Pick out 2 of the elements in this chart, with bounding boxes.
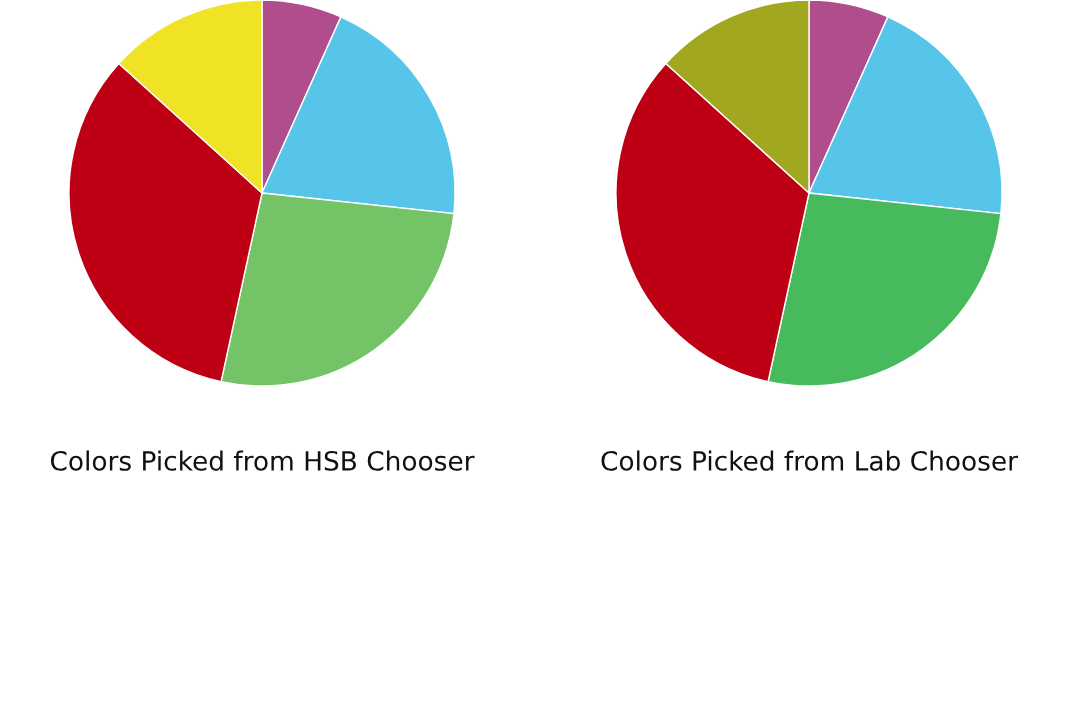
text: Colors Picked from HSB Chooser [50,450,475,471]
text: Colors Picked from Lab Chooser [601,450,1018,471]
